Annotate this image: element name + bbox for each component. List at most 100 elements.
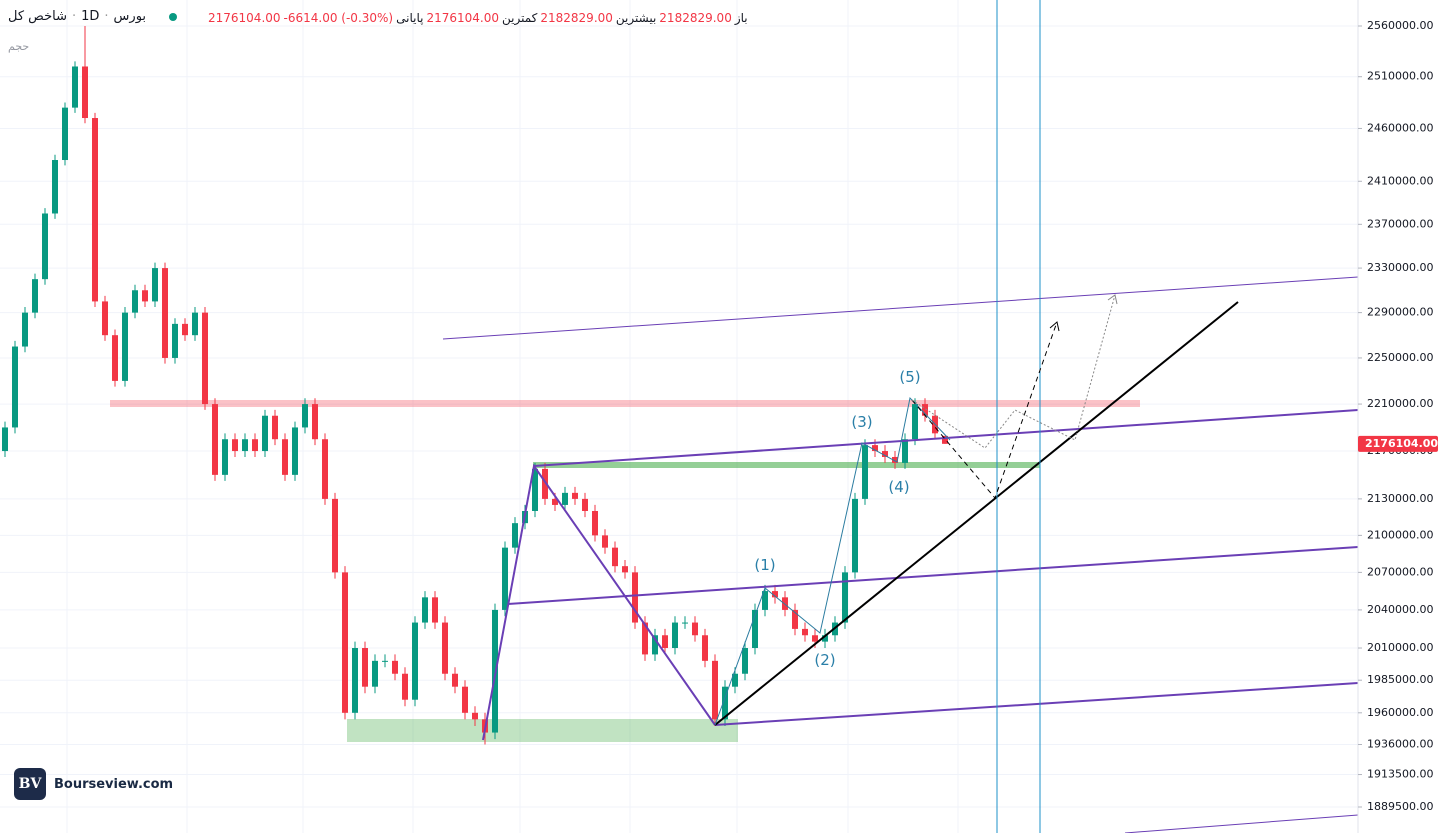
logo: BV Bourseview.com bbox=[14, 768, 173, 800]
candle-body bbox=[802, 628, 808, 636]
y-tick-label: 1913500.00 bbox=[1367, 768, 1433, 781]
y-tick-label: 2560000.00 bbox=[1367, 19, 1433, 32]
candle-body bbox=[752, 609, 758, 649]
y-tick-label: 1936000.00 bbox=[1367, 737, 1433, 750]
y-tick-label: 2410000.00 bbox=[1367, 174, 1433, 187]
candle-body bbox=[622, 566, 628, 573]
candle-body bbox=[772, 591, 778, 598]
candle-body bbox=[322, 439, 328, 499]
last-price-label: 2176104.00 bbox=[1365, 437, 1438, 450]
y-tick-label: 2130000.00 bbox=[1367, 492, 1433, 505]
wave-label: (1) bbox=[754, 556, 775, 574]
projection bbox=[911, 321, 1058, 499]
zones bbox=[110, 400, 1140, 742]
candle-body bbox=[922, 404, 928, 416]
support-zone bbox=[533, 462, 1040, 468]
candle-body bbox=[392, 660, 398, 674]
candle-body bbox=[862, 445, 868, 499]
channel-line bbox=[714, 682, 1359, 726]
wave-label: (4) bbox=[888, 478, 909, 496]
candle-body bbox=[572, 492, 578, 499]
wave-label: (2) bbox=[814, 651, 835, 669]
candle-body bbox=[62, 107, 68, 161]
candle-body bbox=[452, 673, 458, 687]
candle-body bbox=[442, 622, 448, 674]
candle-body bbox=[682, 622, 688, 624]
candle-body bbox=[162, 268, 168, 358]
last-price-box bbox=[1358, 435, 1438, 452]
candle-body bbox=[472, 712, 478, 720]
zigzag bbox=[482, 463, 716, 741]
exchange: بورس bbox=[113, 9, 147, 24]
candle-body bbox=[122, 312, 128, 381]
candle-body bbox=[192, 312, 198, 336]
candle-body bbox=[462, 686, 468, 713]
channel-line bbox=[507, 546, 1359, 605]
candle-body bbox=[892, 456, 898, 463]
y-tick-label: 2010000.00 bbox=[1367, 641, 1433, 654]
low-value: 2176104.00 bbox=[426, 11, 499, 25]
candle-body bbox=[332, 498, 338, 573]
candle-body bbox=[562, 492, 568, 505]
arrow-head bbox=[1107, 294, 1118, 305]
y-tick-label: 2100000.00 bbox=[1367, 528, 1433, 541]
candle-body bbox=[852, 498, 858, 573]
candle-body bbox=[512, 523, 518, 548]
sep: · bbox=[71, 9, 77, 24]
candle-body bbox=[532, 468, 538, 511]
candle-body bbox=[502, 547, 508, 610]
drawings bbox=[442, 0, 1359, 833]
projection bbox=[911, 294, 1116, 449]
candle-body bbox=[782, 597, 788, 610]
low-label: کمترین bbox=[502, 11, 538, 25]
candle-body bbox=[762, 591, 768, 610]
candle-body bbox=[132, 290, 138, 313]
candle-body bbox=[692, 622, 698, 636]
candle-body bbox=[702, 635, 708, 661]
candle-body bbox=[582, 498, 588, 511]
interval[interactable]: 1D bbox=[81, 9, 100, 24]
candle-body bbox=[712, 660, 718, 720]
candle-body bbox=[22, 312, 28, 347]
price-axis-labels: 2560000.00 2510000.00 2460000.00 2410000.00… bbox=[1358, 19, 1438, 813]
symbol-title[interactable]: شاخص کل bbox=[8, 9, 67, 24]
volume-label[interactable]: حجم bbox=[8, 40, 30, 53]
candle-body bbox=[902, 439, 908, 463]
wave-label: (3) bbox=[851, 413, 872, 431]
arrow-head bbox=[1049, 321, 1060, 332]
candle-body bbox=[372, 660, 378, 687]
candle-body bbox=[12, 346, 18, 428]
wave-label: (5) bbox=[899, 368, 920, 386]
open-label: باز bbox=[734, 11, 748, 25]
channel-line bbox=[1124, 814, 1359, 833]
high-label: بیشترین bbox=[615, 11, 657, 25]
candle-body bbox=[262, 415, 268, 452]
channel-line bbox=[442, 276, 1359, 340]
trend-line bbox=[714, 301, 1239, 726]
candle-body bbox=[792, 609, 798, 629]
y-tick-label: 2290000.00 bbox=[1367, 306, 1433, 319]
candle-body bbox=[912, 404, 918, 440]
candle-body bbox=[92, 118, 98, 302]
y-tick-label: 2210000.00 bbox=[1367, 397, 1433, 410]
candle-body bbox=[182, 323, 188, 336]
candle-body bbox=[602, 535, 608, 548]
wave-labels: (1) (2) (3) (4) (5) bbox=[754, 368, 920, 669]
y-tick-label: 2330000.00 bbox=[1367, 261, 1433, 274]
candle-body bbox=[422, 597, 428, 623]
open-value: 2182829.00 bbox=[659, 11, 732, 25]
sep: · bbox=[104, 9, 109, 24]
candle-body bbox=[302, 404, 308, 428]
candle-body bbox=[652, 635, 658, 655]
close-value: 2176104.00 bbox=[208, 11, 281, 25]
candle-body bbox=[812, 635, 818, 642]
candle-body bbox=[152, 268, 158, 302]
candle-body bbox=[402, 673, 408, 700]
candle-body bbox=[942, 435, 948, 444]
candle-body bbox=[592, 510, 598, 536]
ohlc-values: 2176104.00 -6614.00 (-0.30%) پایانی 2176… bbox=[208, 11, 748, 25]
candle-body bbox=[42, 213, 48, 280]
candle-body bbox=[232, 439, 238, 452]
